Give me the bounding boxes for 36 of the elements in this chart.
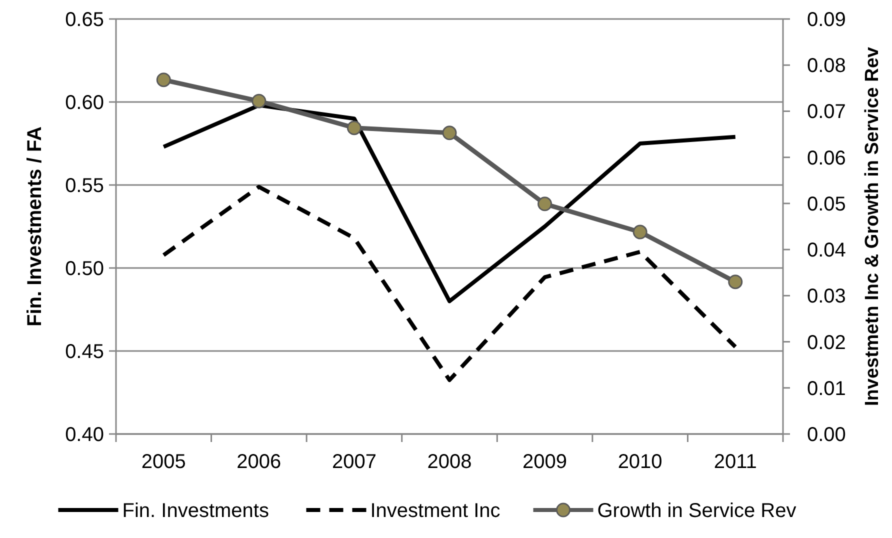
line-series <box>162 184 738 382</box>
point <box>156 72 171 88</box>
y2-tick-label: 0.06 <box>807 147 846 170</box>
y2-tick-label: 0.09 <box>807 9 846 31</box>
legend-label: Growth in Service Rev <box>597 500 796 522</box>
x-tick-label: 2011 <box>714 451 757 473</box>
x-tick-label: 2007 <box>332 451 376 473</box>
y2-tick-label: 0.07 <box>807 101 846 124</box>
x-tick-label: 2005 <box>141 451 186 473</box>
y2-tick-label: 0.03 <box>807 286 846 308</box>
y-tick-label: 0.60 <box>65 92 104 114</box>
y2-axis-title: Investmetn Inc & Growth in Service Rev <box>862 46 883 406</box>
point <box>538 196 552 212</box>
point <box>346 120 362 136</box>
y-tick-label: 0.65 <box>65 9 104 31</box>
y2-tick-label: 0.05 <box>807 193 846 216</box>
y2-tick-label: 0.00 <box>807 424 846 446</box>
point <box>728 274 743 290</box>
y-tick-label: 0.40 <box>65 424 104 446</box>
y2-tick-label: 0.01 <box>807 378 846 400</box>
y2-tick-label: 0.08 <box>807 55 846 78</box>
point <box>632 224 648 240</box>
x-tick-label: 2009 <box>522 451 568 473</box>
legend-label: Fin. Investments <box>122 500 269 522</box>
x-tick-label: 2008 <box>427 451 472 473</box>
point <box>252 94 266 108</box>
y2-tick-label: 0.04 <box>807 240 846 262</box>
point <box>442 126 457 140</box>
y-tick-label: 0.50 <box>65 258 104 280</box>
x-tick-label: 2010 <box>618 451 662 473</box>
x-tick-label: 2006 <box>236 451 282 473</box>
y-axis-title: Fin. Investments / FA <box>24 126 46 327</box>
legend-label: Investment Inc <box>370 500 500 522</box>
y2-tick-label: 0.02 <box>807 332 846 354</box>
y-tick-label: 0.55 <box>65 175 104 197</box>
y-tick-label: 0.45 <box>65 341 104 363</box>
